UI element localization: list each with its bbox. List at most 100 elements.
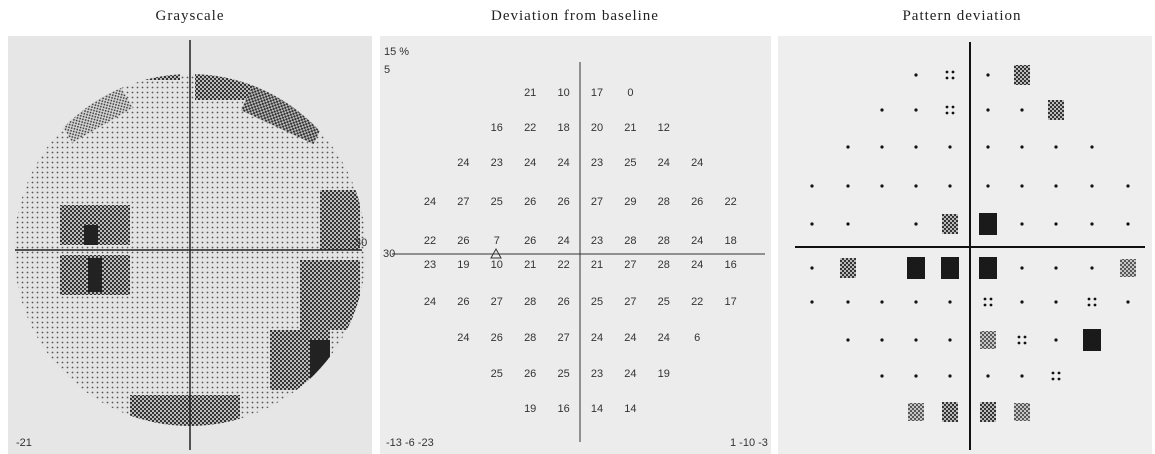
deviation-value: 27 <box>624 296 636 308</box>
deviation-value: 24 <box>658 332 670 344</box>
deviation-value: 25 <box>658 296 670 308</box>
deviation-value: 21 <box>524 87 536 99</box>
symbol <box>1126 222 1129 225</box>
symbol <box>914 108 917 111</box>
deviation-value: 6 <box>694 332 700 344</box>
deviation-value: 26 <box>691 196 703 208</box>
symbol <box>990 304 993 307</box>
corner-label: -21 <box>16 437 32 449</box>
symbol <box>908 403 924 421</box>
deviation-value: 24 <box>691 259 703 271</box>
deviation-value: 10 <box>491 259 503 271</box>
deviation-value: 23 <box>591 368 603 380</box>
symbol <box>946 71 949 74</box>
symbol <box>1090 266 1093 269</box>
deviation-value: 28 <box>524 332 536 344</box>
deviation-value: 24 <box>424 296 436 308</box>
symbol <box>1090 184 1093 187</box>
deviation-value: 24 <box>457 332 469 344</box>
deviation-value: 17 <box>591 87 603 99</box>
deviation-value: 24 <box>658 157 670 169</box>
symbol <box>1018 342 1021 345</box>
deviation-value: 22 <box>557 259 569 271</box>
symbol <box>846 300 849 303</box>
deviation-value: 28 <box>624 235 636 247</box>
deviation-value: 23 <box>591 235 603 247</box>
symbol <box>986 374 989 377</box>
symbol <box>952 71 955 74</box>
deviation-value: 20 <box>591 122 603 134</box>
deviation-value: 22 <box>524 122 536 134</box>
deviation-value: 24 <box>524 157 536 169</box>
deviation-value: 26 <box>524 235 536 247</box>
symbol <box>1054 222 1057 225</box>
deviation-value: 24 <box>424 196 436 208</box>
symbol <box>1054 300 1057 303</box>
panel-title: Grayscale <box>156 8 225 24</box>
symbol <box>1020 145 1023 148</box>
symbol <box>1020 108 1023 111</box>
symbol <box>1014 65 1030 85</box>
symbol <box>846 145 849 148</box>
deviation-value: 19 <box>658 368 670 380</box>
symbol <box>979 257 997 279</box>
symbol <box>1094 298 1097 301</box>
symbol <box>986 108 989 111</box>
symbol <box>1058 378 1061 381</box>
symbol <box>1090 222 1093 225</box>
symbol <box>980 402 996 422</box>
symbol <box>914 374 917 377</box>
symbol <box>840 258 856 278</box>
deviation-value: 24 <box>557 235 569 247</box>
deviation-value: 23 <box>491 157 503 169</box>
deviation-value: 29 <box>624 196 636 208</box>
symbol <box>1052 378 1055 381</box>
symbol <box>986 184 989 187</box>
symbol <box>846 184 849 187</box>
deviation-value: 19 <box>524 403 536 415</box>
corner-label: 15 % <box>384 46 409 58</box>
panel-title: Pattern deviation <box>902 8 1021 24</box>
figure: Grayscale Deviation from baseline Patter… <box>0 0 1155 454</box>
deviation-value: 24 <box>457 157 469 169</box>
symbol <box>914 222 917 225</box>
deviation-value: 28 <box>658 259 670 271</box>
symbol <box>941 257 959 279</box>
symbol <box>946 77 949 80</box>
deviation-value: 25 <box>591 296 603 308</box>
deviation-value: 28 <box>658 235 670 247</box>
panel-title: Deviation from baseline <box>491 8 659 24</box>
axis-label: 30 <box>355 237 367 249</box>
symbol <box>948 338 951 341</box>
symbol <box>1020 184 1023 187</box>
symbol <box>948 300 951 303</box>
deviation-value: 21 <box>591 259 603 271</box>
deviation-value: 22 <box>424 235 436 247</box>
symbol <box>946 112 949 115</box>
deviation-value: 23 <box>591 157 603 169</box>
deviation-value: 16 <box>557 403 569 415</box>
deviation-value: 16 <box>491 122 503 134</box>
deviation-value: 27 <box>591 196 603 208</box>
symbol <box>1090 145 1093 148</box>
deviation-value: 24 <box>624 368 636 380</box>
symbol <box>1088 304 1091 307</box>
symbol <box>880 338 883 341</box>
symbol <box>1054 266 1057 269</box>
deviation-value: 18 <box>557 122 569 134</box>
symbol <box>880 374 883 377</box>
symbol <box>952 112 955 115</box>
symbol <box>914 338 917 341</box>
symbol <box>979 213 997 235</box>
deviation-value: 21 <box>524 259 536 271</box>
deviation-value: 26 <box>557 296 569 308</box>
symbol <box>914 73 917 76</box>
deviation-value: 24 <box>591 332 603 344</box>
corner-label: 5 <box>384 64 390 76</box>
symbol <box>1120 259 1136 277</box>
deviation-value: 25 <box>624 157 636 169</box>
deviation-value: 27 <box>557 332 569 344</box>
symbol <box>942 214 958 234</box>
symbol <box>986 145 989 148</box>
